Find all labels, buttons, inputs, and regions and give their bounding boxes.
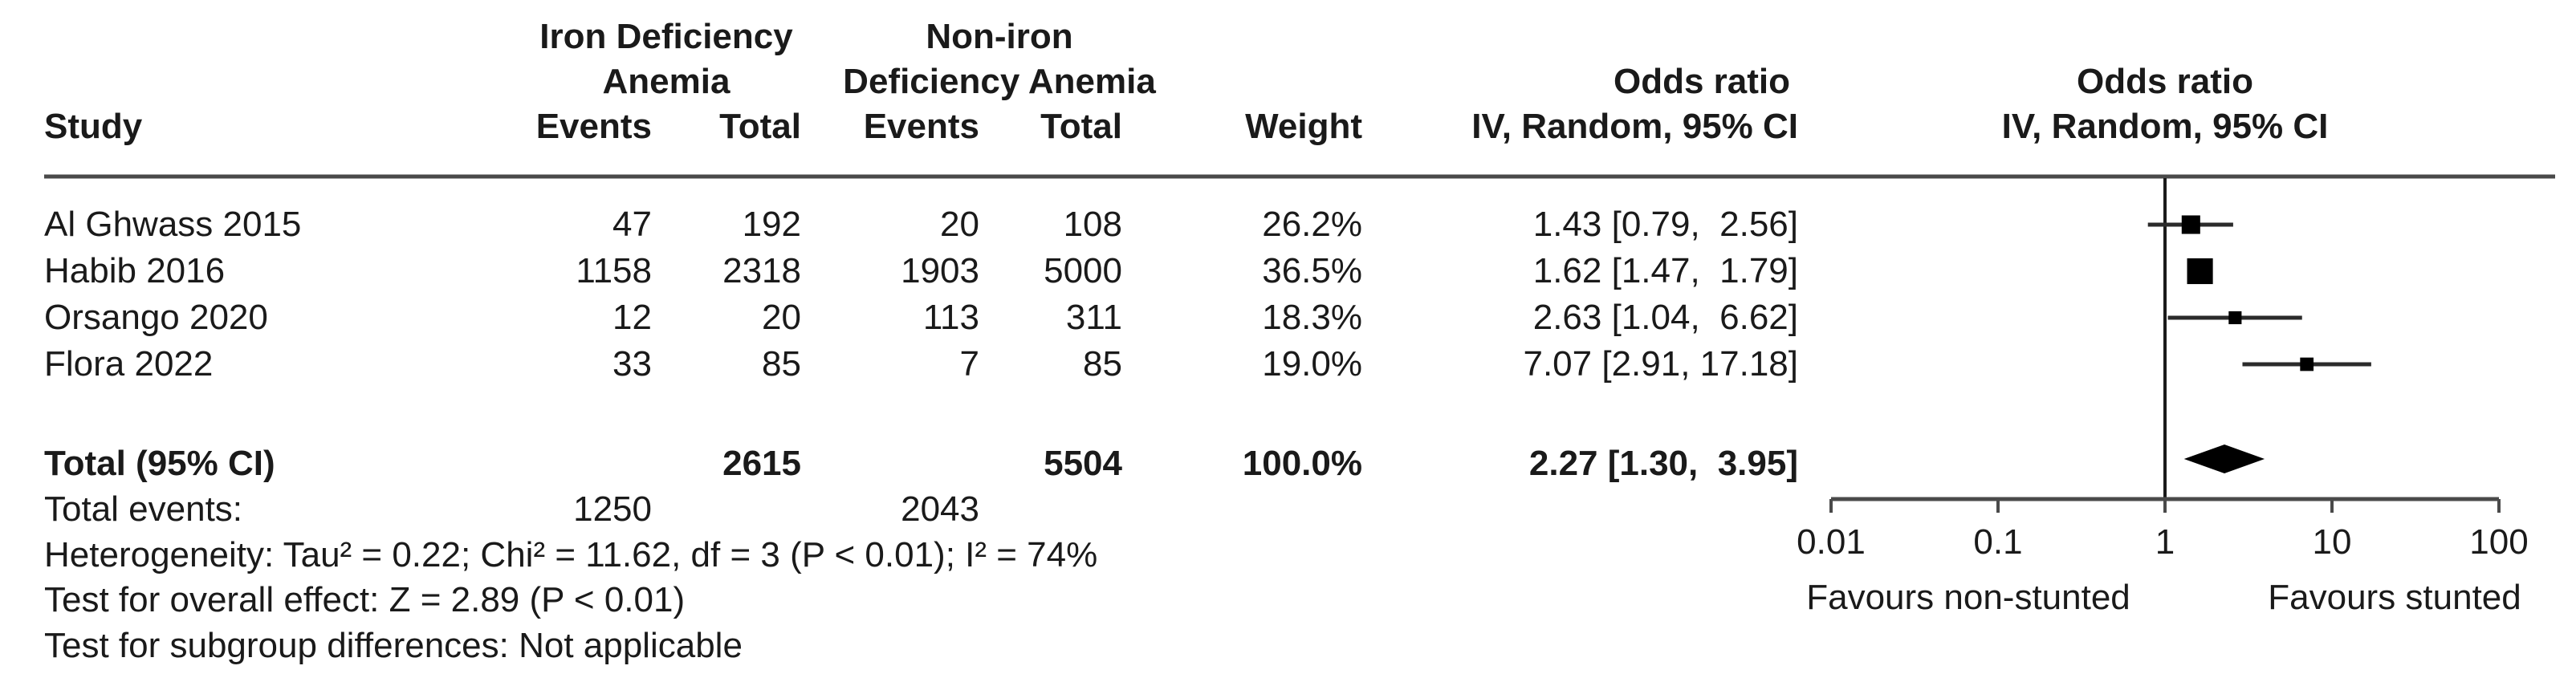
study-total2: 311 [1065,298,1122,337]
or-column-header-line2: IV, Random, 95% CI [1471,107,1798,146]
favours-right-label: Favours stunted [2268,578,2521,617]
plot-header-line1: Odds ratio [2076,62,2254,101]
total1-column-header: Total [719,107,801,146]
study-events2: 113 [922,298,979,337]
study-weight: 36.5% [1262,251,1362,290]
x-axis-tick-label: 10 [2312,522,2352,562]
total-or-ci: 2.27 [1.30, 3.95] [1528,444,1798,483]
study-name: Orsango 2020 [44,298,268,337]
group1-header-line2: Anemia [602,62,730,101]
x-axis-tick-label: 100 [2469,522,2529,562]
study-total1: 192 [742,205,801,244]
total-events1: 1250 [573,489,652,529]
study-total1: 85 [762,344,801,384]
plot-header-line2: IV, Random, 95% CI [2001,107,2329,146]
study-or-ci: 1.43 [0.79, 2.56] [1532,205,1798,244]
effect-square [2181,215,2200,234]
study-events2: 20 [940,205,979,244]
x-axis-tick-label: 0.01 [1797,522,1866,562]
events1-column-header: Events [535,107,652,146]
study-weight: 19.0% [1262,344,1362,384]
heterogeneity-text: Heterogeneity: Tau² = 0.22; Chi² = 11.62… [44,535,1098,574]
total2-column-header: Total [1040,107,1122,146]
group1-header-line1: Iron Deficiency [539,17,793,56]
weight-column-header: Weight [1245,107,1362,146]
total-row-label: Total (95% CI) [44,444,275,483]
x-axis-tick-label: 0.1 [1973,522,2023,562]
study-total2: 85 [1083,344,1122,384]
x-axis-tick-label: 1 [2155,522,2175,562]
effect-square [2228,311,2242,325]
favours-left-label: Favours non-stunted [1806,578,2130,617]
total-total2: 5504 [1044,444,1122,483]
study-events1: 47 [612,205,652,244]
total-events2: 2043 [901,489,979,529]
study-or-ci: 7.07 [2.91, 17.18] [1523,344,1798,384]
subgroup-test-text: Test for subgroup differences: Not appli… [44,626,743,665]
study-events1: 12 [612,298,652,337]
or-column-header-line1: Odds ratio [1613,62,1791,101]
study-events1: 1158 [576,251,652,290]
study-or-ci: 1.62 [1.47, 1.79] [1532,251,1798,290]
study-weight: 26.2% [1262,205,1362,244]
group2-header-line2: Deficiency Anemia [843,62,1156,101]
pooled-diamond [2183,445,2265,473]
effect-square [2300,357,2314,371]
group2-header-line1: Non-iron [926,17,1073,56]
events2-column-header: Events [863,107,979,146]
study-total1: 2318 [722,251,801,290]
study-events2: 7 [959,344,979,384]
study-total1: 20 [762,298,801,337]
total-weight: 100.0% [1242,444,1362,483]
study-events1: 33 [612,344,652,384]
study-name: Habib 2016 [44,251,226,290]
study-weight: 18.3% [1262,298,1362,337]
effect-square [2187,258,2213,285]
study-events2: 1903 [901,251,979,290]
total-total1: 2615 [722,444,801,483]
study-column-header: Study [44,107,143,146]
study-name: Al Ghwass 2015 [44,205,302,244]
study-total2: 108 [1063,205,1122,244]
study-total2: 5000 [1044,251,1122,290]
study-or-ci: 2.63 [1.04, 6.62] [1532,298,1798,337]
study-name: Flora 2022 [44,344,214,384]
total-events-label: Total events: [44,489,243,529]
overall-effect-text: Test for overall effect: Z = 2.89 (P < 0… [44,580,686,619]
